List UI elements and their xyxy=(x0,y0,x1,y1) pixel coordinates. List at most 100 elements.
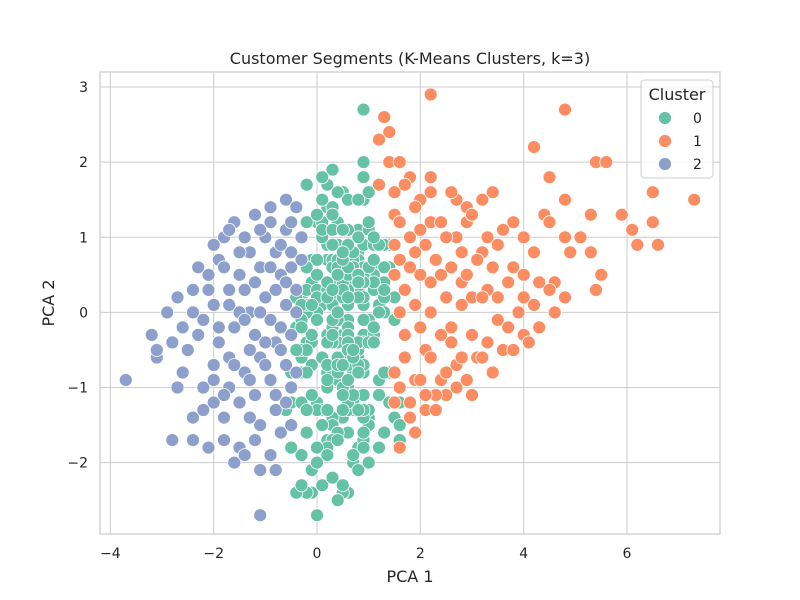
data-point xyxy=(330,267,345,282)
data-point xyxy=(289,282,304,297)
data-point xyxy=(475,192,490,207)
y-tick-label: −1 xyxy=(67,381,88,397)
data-point xyxy=(485,185,500,200)
data-point xyxy=(434,267,448,282)
data-point xyxy=(335,222,350,237)
data-point xyxy=(547,305,562,320)
data-point xyxy=(222,282,237,297)
y-axis-ticks: −2 −1 0 1 2 3 xyxy=(67,80,88,472)
data-point xyxy=(186,305,200,320)
data-point xyxy=(387,395,402,410)
data-point xyxy=(645,215,660,230)
data-point xyxy=(289,365,304,380)
data-point xyxy=(366,252,381,267)
data-point xyxy=(351,192,366,207)
data-point xyxy=(372,132,386,147)
data-point xyxy=(330,185,345,200)
data-point xyxy=(294,230,309,245)
legend-item-0: 0 xyxy=(658,111,702,127)
x-tick-label: 0 xyxy=(313,546,322,562)
data-point xyxy=(563,245,578,260)
data-point xyxy=(268,388,283,402)
data-point xyxy=(459,373,474,387)
data-point xyxy=(351,275,366,290)
data-point xyxy=(263,215,278,230)
data-point xyxy=(325,237,340,252)
data-point xyxy=(475,290,490,305)
data-point xyxy=(372,305,386,320)
data-point xyxy=(506,215,521,230)
data-point xyxy=(206,297,221,312)
data-point xyxy=(573,230,588,245)
data-point xyxy=(346,448,361,463)
data-point xyxy=(413,222,428,237)
data-point xyxy=(284,327,299,342)
data-point xyxy=(294,320,309,335)
data-point xyxy=(521,335,536,350)
data-point xyxy=(511,305,526,320)
data-point xyxy=(284,440,299,455)
data-point xyxy=(418,388,433,402)
data-point xyxy=(475,350,490,365)
data-point xyxy=(423,305,438,320)
data-point xyxy=(196,312,211,327)
data-point xyxy=(444,260,459,275)
data-point xyxy=(217,410,231,425)
data-point xyxy=(325,470,340,485)
legend-label: 1 xyxy=(693,134,702,150)
x-tick-label: −2 xyxy=(203,546,224,562)
data-point xyxy=(248,207,262,222)
data-point xyxy=(273,320,288,335)
data-point xyxy=(583,207,598,222)
data-point xyxy=(630,237,645,252)
data-point xyxy=(248,433,262,448)
data-point xyxy=(361,455,376,470)
data-point xyxy=(191,327,206,342)
data-point xyxy=(325,207,340,222)
data-point xyxy=(304,327,319,342)
data-point xyxy=(413,373,428,387)
data-point xyxy=(222,297,237,312)
data-point xyxy=(304,297,319,312)
data-point xyxy=(279,297,293,312)
data-point xyxy=(191,260,206,275)
data-point xyxy=(320,403,335,417)
data-point xyxy=(253,222,268,237)
data-point xyxy=(527,245,541,260)
data-point xyxy=(377,110,392,124)
data-point xyxy=(403,260,417,275)
data-point xyxy=(263,448,278,463)
data-point xyxy=(490,312,505,327)
data-point xyxy=(232,245,247,260)
data-point xyxy=(428,403,443,417)
data-point xyxy=(237,312,252,327)
y-tick-label: −2 xyxy=(67,456,88,472)
y-tick-label: 1 xyxy=(79,230,88,246)
data-point xyxy=(527,140,541,155)
data-point xyxy=(397,177,412,192)
data-point xyxy=(356,425,371,440)
data-point xyxy=(408,245,423,260)
data-point xyxy=(186,282,200,297)
data-point xyxy=(310,440,324,455)
data-point xyxy=(356,312,371,327)
x-axis-label: PCA 1 xyxy=(386,567,433,586)
data-point xyxy=(315,478,330,493)
data-point xyxy=(439,290,454,305)
data-point xyxy=(294,252,309,267)
data-point xyxy=(289,343,304,357)
series-1 xyxy=(372,87,702,455)
series-0 xyxy=(279,102,407,523)
data-point xyxy=(392,215,407,230)
data-point xyxy=(516,290,531,305)
data-point xyxy=(387,237,402,252)
x-tick-label: −4 xyxy=(100,546,121,562)
data-point xyxy=(160,305,175,320)
data-point xyxy=(258,335,273,350)
data-point xyxy=(361,185,376,200)
data-point xyxy=(242,373,257,387)
data-point xyxy=(377,260,392,275)
data-point xyxy=(651,237,665,252)
data-point xyxy=(542,170,557,185)
data-point xyxy=(284,380,299,395)
